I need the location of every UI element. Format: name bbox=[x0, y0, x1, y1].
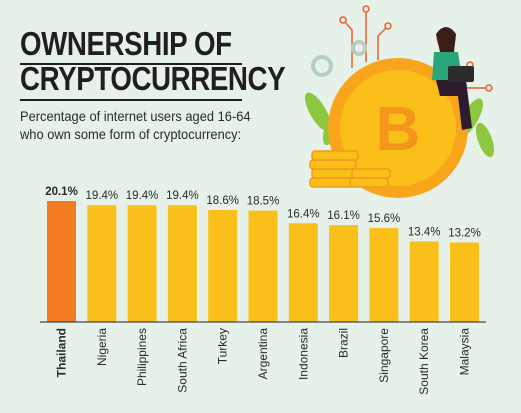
bar-indonesia bbox=[288, 223, 318, 322]
value-label-turkey: 18.6% bbox=[206, 195, 239, 207]
category-label-philippines: Philippines bbox=[135, 328, 149, 386]
bar-turkey bbox=[208, 210, 238, 322]
category-label-malaysia: Malaysia bbox=[458, 328, 472, 376]
bar-south-africa bbox=[167, 205, 197, 322]
value-label-argentina: 18.5% bbox=[247, 196, 280, 208]
title-underline-1 bbox=[20, 63, 242, 65]
subtitle-line-1: Percentage of internet users aged 16-64 bbox=[20, 108, 251, 124]
category-label-indonesia: Indonesia bbox=[296, 328, 310, 380]
chart-title: OWNERSHIP OF CRYPTOCURRENCY bbox=[20, 25, 286, 97]
coin-stack-icon bbox=[309, 150, 391, 188]
category-label-singapore: Singapore bbox=[377, 328, 391, 383]
bar-brazil bbox=[329, 225, 359, 322]
value-label-philippines: 19.4% bbox=[126, 190, 159, 202]
value-label-singapore: 15.6% bbox=[368, 213, 401, 225]
title-underline-2 bbox=[20, 99, 242, 101]
value-label-group: 20.1% 19.4% 19.4% 19.4% 18.6% 18.5% 16.4% 16.1%… bbox=[45, 186, 481, 240]
bar-singapore bbox=[369, 228, 399, 322]
bar-thailand bbox=[47, 201, 76, 322]
bar-group bbox=[47, 201, 479, 322]
svg-text:B: B bbox=[376, 95, 421, 164]
bitcoin-icon: B bbox=[328, 58, 468, 198]
crypto-illustration: B bbox=[305, 5, 495, 198]
bar-south-korea bbox=[409, 241, 439, 322]
bar-argentina bbox=[248, 210, 278, 322]
gear-icon bbox=[311, 40, 367, 77]
chart-subtitle: Percentage of internet users aged 16-64 … bbox=[20, 107, 268, 143]
category-label-south-korea: South Korea bbox=[417, 328, 431, 395]
category-label-nigeria: Nigeria bbox=[95, 328, 109, 366]
value-label-south-africa: 19.4% bbox=[166, 190, 199, 202]
category-label-south-africa: South Africa bbox=[175, 328, 189, 393]
value-label-thailand: 20.1% bbox=[45, 186, 78, 198]
value-label-nigeria: 19.4% bbox=[85, 190, 118, 202]
title-line-2: CRYPTOCURRENCY bbox=[20, 60, 286, 97]
bar-nigeria bbox=[87, 205, 117, 322]
person-with-laptop-icon bbox=[432, 27, 474, 130]
category-label-argentina: Argentina bbox=[256, 328, 270, 380]
category-label-turkey: Turkey bbox=[216, 328, 230, 364]
value-label-indonesia: 16.4% bbox=[287, 208, 320, 220]
title-line-1: OWNERSHIP OF bbox=[20, 25, 232, 62]
value-label-brazil: 16.1% bbox=[327, 210, 360, 222]
category-label-thailand: Thailand bbox=[55, 328, 69, 377]
value-label-south-korea: 13.4% bbox=[408, 226, 441, 238]
category-label-brazil: Brazil bbox=[337, 328, 351, 358]
value-label-malaysia: 13.2% bbox=[448, 228, 481, 240]
bar-philippines bbox=[127, 205, 157, 322]
category-label-group: Thailand Nigeria Philippines South Africa Tu… bbox=[55, 328, 472, 395]
subtitle-line-2: who own some form of cryptocurrency: bbox=[20, 126, 242, 142]
bar-malaysia bbox=[450, 242, 479, 322]
